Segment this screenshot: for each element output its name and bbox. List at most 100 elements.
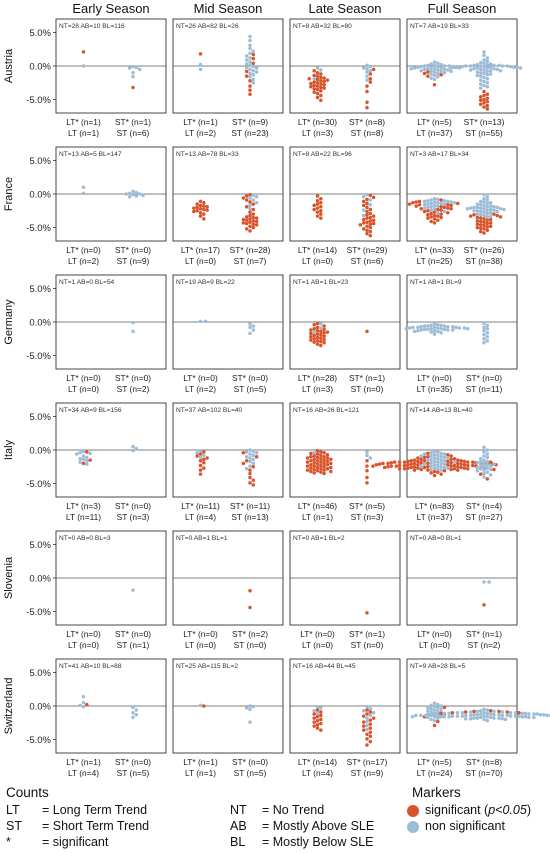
panel-italy-mid-season-st-sig-point [248,471,252,476]
panel-france-mid-season-st-sig-point [244,194,249,198]
panel-germany-late-season-lt-sig-point [319,343,323,348]
panel-austria-full-season-st-point [485,69,490,74]
panel-france-late-season-st-sig-point [368,222,373,226]
panel-germany-late-season-lt-count: LT (n=3) [302,384,333,394]
panel-france-mid-season-st-sig-point [244,221,249,226]
panel-austria-mid-season-st-count: ST (n=23) [231,128,269,138]
panel-italy-mid-season-st-point [244,467,249,471]
panel-france-mid-season-st-point [251,193,256,198]
panel-germany-late-season-st-count: ST (n=0) [351,384,384,394]
panel-switzerland-late-season-st-count: ST (n=9) [351,768,384,778]
panel-austria-full-season-lt-point [439,69,443,74]
panel-switzerland-full-season-st-point [505,713,510,718]
panel-austria-late-season-lt-sig-point [319,85,323,90]
panel-germany-late-season-lt-sig-point [322,341,326,345]
panel-italy-full-season-lt-sig-point [416,459,420,464]
panel-germany-early-season-st-count: ST (n=2) [117,384,150,394]
swarm-chart-grid: Early Season Mid Season Late Season Full Se… [3,1,550,778]
panel-france-full-season-lt-sig-point [446,202,450,207]
panel-france-late-season-lt-sig-point [319,216,323,220]
panel-italy-mid-season-lt-sig-point [198,458,203,463]
panel-france-full-season-st-point [482,210,486,214]
panel-germany-mid-season-lt-sig-count: LT* (n=0) [183,373,218,383]
panel-germany-full-season-lt-point [429,326,433,331]
panel-france-full-season-st-sig-point [488,224,493,228]
panel-austria-mid-season-st-point [251,72,256,77]
panel-france-full-season-st-sig-point [478,223,483,227]
panel-austria-late-season-lt-sig-point [315,77,320,82]
panel-austria-mid-season-st-sig-point [244,74,249,78]
panel-france-full-season-lt-sig-point [429,219,433,224]
panel-france-mid-season-st-sig-point [254,219,259,224]
panel-germany-late-season-lt-sig-point [322,334,326,338]
panel-austria-mid-season-st-sig-point [248,92,252,96]
panel-france-mid-season-lt-sig-point [202,204,206,208]
panel-austria-late-season-st-point [365,70,369,74]
panel-germany-late-season-lt-sig-point [315,342,320,346]
panel-france-full-season-lt-sig-point [432,213,437,218]
panel-austria-mid-season-st-sig-point [251,56,256,61]
panel-switzerland-full-season-st-point [478,708,483,713]
panel-italy-full-season-lt-sig-point [456,461,460,466]
panel-germany-late-season-lt-sig-point [315,339,320,343]
panel-italy-full-season-lt-sig-point [439,472,443,476]
y-tick-label: 0.0% [29,62,51,73]
panel-france-full-season-lt-sig-point [442,205,447,210]
panel-france-late-season-st-sig-point [361,221,366,225]
panel-italy-late-season-lt-sig-point [319,470,323,474]
panel-austria-late-season-lt-sig-point [315,70,320,75]
panel-italy-mid-season-st-sig-point [244,458,249,463]
panel-italy-full-season-st-point [482,458,486,462]
panel-italy-full-season-lt-point [429,457,433,462]
panel-france-full-season-st-sig-point [478,216,483,220]
panel-austria-late-season-lt-sig-point [322,79,326,84]
panel-italy-full-season-st-point [482,475,486,479]
panel-germany-late-season-lt-sig-point [315,321,320,326]
panel-germany-full-season-lt-point [412,329,417,334]
panel-germany-full-season-lt-point [439,326,443,331]
panel-france-mid-season-lt-sig-point [198,211,203,215]
panel-france-full-season-st-point [472,205,476,210]
panel-germany-late-season-lt-sig-point [312,333,316,338]
panel-italy-late-season-lt-sig-point [325,459,330,464]
panel-france-late-season-st-point [368,202,373,207]
panel-switzerland-full-season-st-point [472,712,476,717]
panel-switzerland-early-season-st-sig-count: ST* (n=0) [115,757,151,767]
panel-switzerland-full-season-lt-sig-count: LT* (n=5) [417,757,452,767]
panel-italy-late-season-lt-sig-point [322,461,326,466]
panel-france-full-season-lt-sig-point [439,212,443,216]
panel-italy-mid-season-st-sig-point [251,465,256,469]
panel-italy-full-season-lt-sig-point [389,464,394,468]
panel-italy-full-season-st-point [478,463,483,468]
panel-italy-full-season-lt-sig-point [416,463,420,467]
panel-austria-early-season-st-sig-point [131,85,135,90]
country-label-slovenia: Slovenia [3,556,15,599]
panel-switzerland-full-season-lt-point [429,703,433,708]
panel-austria-full-season-st-point [463,64,468,68]
panel-italy-full-season-st-point [478,467,483,471]
panel-france-full-season-lt-point [429,205,433,209]
panel-germany-full-season-st-point [485,330,490,335]
panel-italy-full-season-st-sig-point [492,467,496,472]
panel-slovenia-late-season-header: NT=0 AB=1 BL=2 [293,535,345,542]
panel-france-full-season-lt-sig-point [432,217,437,221]
panel-italy-late-season-st-count: ST (n=3) [351,512,384,522]
panel-italy-mid-season-st-point [244,454,249,459]
panel-italy-late-season-lt-sig-point [325,467,330,471]
season-title-full-season: Full Season [428,1,497,16]
panel-austria-full-season-st-point [485,81,490,85]
panel-italy-late-season-st-sig-count: ST* (n=5) [349,501,385,511]
panel-austria-full-season-lt-sig-point [439,72,443,77]
panel-france-full-season-lt-point [422,199,427,204]
panel-france-full-season-st-point [495,205,500,210]
panel-germany-full-season-lt-point [442,324,447,328]
panel-france-late-season-st-point [361,208,366,212]
panel-france-full-season-st-sig-point [488,217,493,222]
panel-italy-full-season-lt-sig-point [419,457,423,462]
panel-switzerland-full-season-st-point [523,711,528,716]
panel-italy-full-season-lt-point [442,465,447,470]
panel-slovenia-early-season-lt-count: LT (n=0) [68,640,99,650]
panel-germany-early-season-lt-sig-count: LT* (n=0) [66,373,101,383]
panel-switzerland-full-season-st-point [442,714,446,719]
panel-switzerland-mid-season-st-count: ST (n=5) [234,768,267,778]
